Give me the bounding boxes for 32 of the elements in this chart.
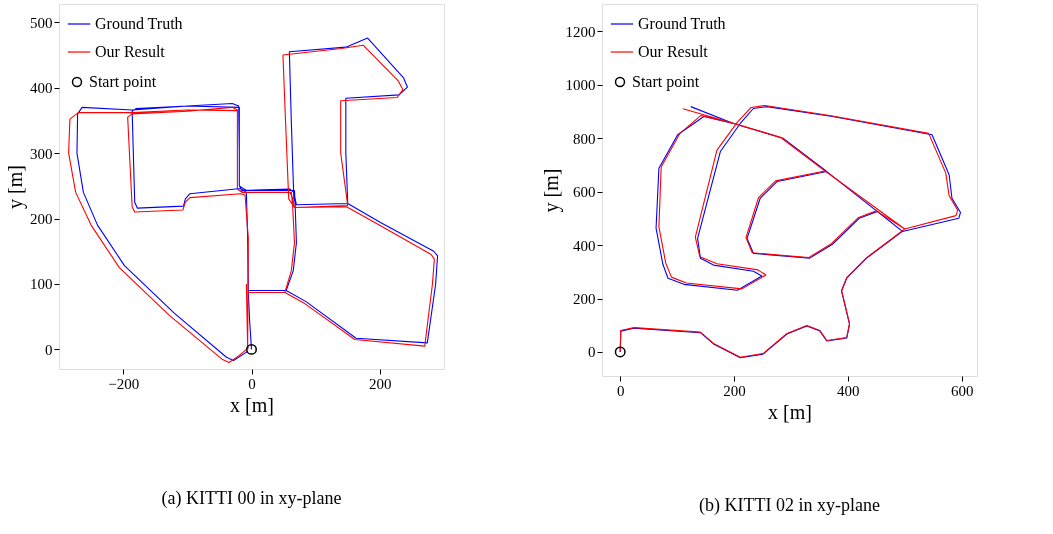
- x-tick-label: 200: [723, 382, 746, 399]
- x-tick-label: 200: [369, 375, 392, 392]
- y-tick-label: 800: [573, 130, 596, 147]
- x-tick-label: 0: [248, 375, 256, 392]
- text: (a) KITTI 00 in xy-plane: [161, 488, 342, 509]
- x-tick-label: 600: [950, 382, 974, 399]
- legend-label: Ground Truth: [95, 15, 183, 32]
- y-tick-label: 300: [30, 145, 53, 162]
- y-tick-label: 200: [30, 211, 53, 228]
- x-tick-label: −200: [108, 375, 140, 392]
- y-tick-label: 1000: [565, 77, 596, 94]
- legend-label: Ground Truth: [638, 15, 726, 32]
- text: (b) KITTI 02 in xy-plane: [699, 495, 880, 516]
- y-tick-label: 500: [30, 14, 53, 31]
- legend-label: Start point: [632, 73, 700, 91]
- y-tick-label: 400: [30, 80, 53, 97]
- legend-label: Start point: [89, 73, 157, 91]
- x-tick-label: 0: [616, 382, 625, 399]
- y-axis-title: y [m]: [539, 168, 563, 213]
- y-tick-label: 0: [45, 341, 53, 358]
- legend-label: Our Result: [95, 43, 166, 60]
- x-axis-title: x [m]: [230, 393, 274, 416]
- x-tick-label: 400: [837, 382, 860, 399]
- y-tick-label: 400: [573, 237, 596, 254]
- y-tick-label: 200: [573, 291, 596, 307]
- y-tick-label: 0: [588, 344, 596, 361]
- legend-label: Our Result: [638, 43, 709, 60]
- y-tick-label: 1200: [565, 23, 596, 40]
- y-tick-label: 100: [30, 276, 53, 293]
- y-tick-label: 600: [573, 184, 596, 201]
- x-axis-title: x [m]: [768, 400, 812, 423]
- y-axis-title: y [m]: [4, 165, 27, 209]
